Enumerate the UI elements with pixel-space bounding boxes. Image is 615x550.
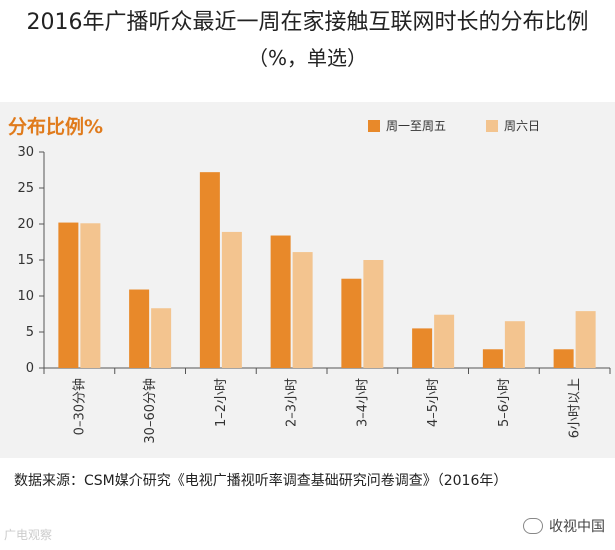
x-tick-label: 1–2小时 (214, 378, 229, 427)
bar-weekday (412, 328, 433, 368)
bar-chart: 0 5 10 15 20 25 30 0–30分钟 30–60分钟 1–2小时 2–3小时 3–4小时… (17, 145, 611, 444)
x-tick-label: 6小时以上 (568, 378, 583, 438)
bar-weekday (482, 349, 503, 368)
y-tick-label: 0 (26, 361, 34, 376)
y-tick-label: 5 (26, 325, 34, 340)
y-tick-label: 15 (17, 253, 34, 268)
watermark-left: 广电观察 (4, 528, 53, 542)
bar-weekend (221, 231, 242, 368)
legend-label-weekday: 周一至周五 (386, 119, 447, 133)
bar-weekend (434, 314, 455, 368)
data-source: 数据来源：CSM媒介研究《电视广播视听率调查基础研究问卷调查》（2016年） (14, 473, 508, 489)
x-tick-label: 3–4小时 (355, 378, 370, 427)
bar-weekend (575, 311, 596, 368)
watermark-right: 收视中国 (523, 516, 605, 536)
legend-swatch-weekday (368, 119, 380, 132)
bar-weekday (270, 235, 291, 368)
bar-weekend (292, 252, 313, 368)
wechat-icon (523, 518, 543, 534)
x-tick-label: 0–30分钟 (71, 378, 87, 435)
watermark-right-label: 收视中国 (549, 519, 605, 535)
bar-weekend (80, 223, 101, 368)
bar-weekend (504, 321, 525, 368)
y-tick-label: 25 (17, 181, 34, 196)
y-axis-label: 分布比例% (8, 116, 104, 138)
legend-swatch-weekend (486, 119, 498, 132)
x-tick-label: 5–6小时 (497, 378, 512, 427)
bar-weekday (58, 222, 79, 368)
bar-weekend (151, 308, 172, 368)
bar-weekday (129, 289, 150, 368)
chart-title: 2016年广播听众最近一周在家接触互联网时长的分布比例 (26, 10, 589, 35)
legend-label-weekend: 周六日 (504, 119, 541, 133)
legend-item-weekday: 周一至周五 (368, 117, 446, 134)
bar-weekday (553, 349, 574, 368)
bar-weekday (199, 172, 220, 368)
y-tick-label: 20 (17, 217, 34, 232)
bar-weekday (341, 278, 362, 368)
x-tick-label: 2–3小时 (285, 378, 300, 427)
y-tick-label: 30 (17, 145, 34, 160)
y-tick-label: 10 (17, 289, 34, 304)
x-tick-label: 30–60分钟 (142, 378, 158, 444)
legend-item-weekend: 周六日 (486, 117, 540, 134)
chart-subtitle: （%，单选） (247, 46, 367, 70)
x-tick-label: 4–5小时 (426, 378, 441, 427)
bar-weekend (363, 260, 384, 368)
